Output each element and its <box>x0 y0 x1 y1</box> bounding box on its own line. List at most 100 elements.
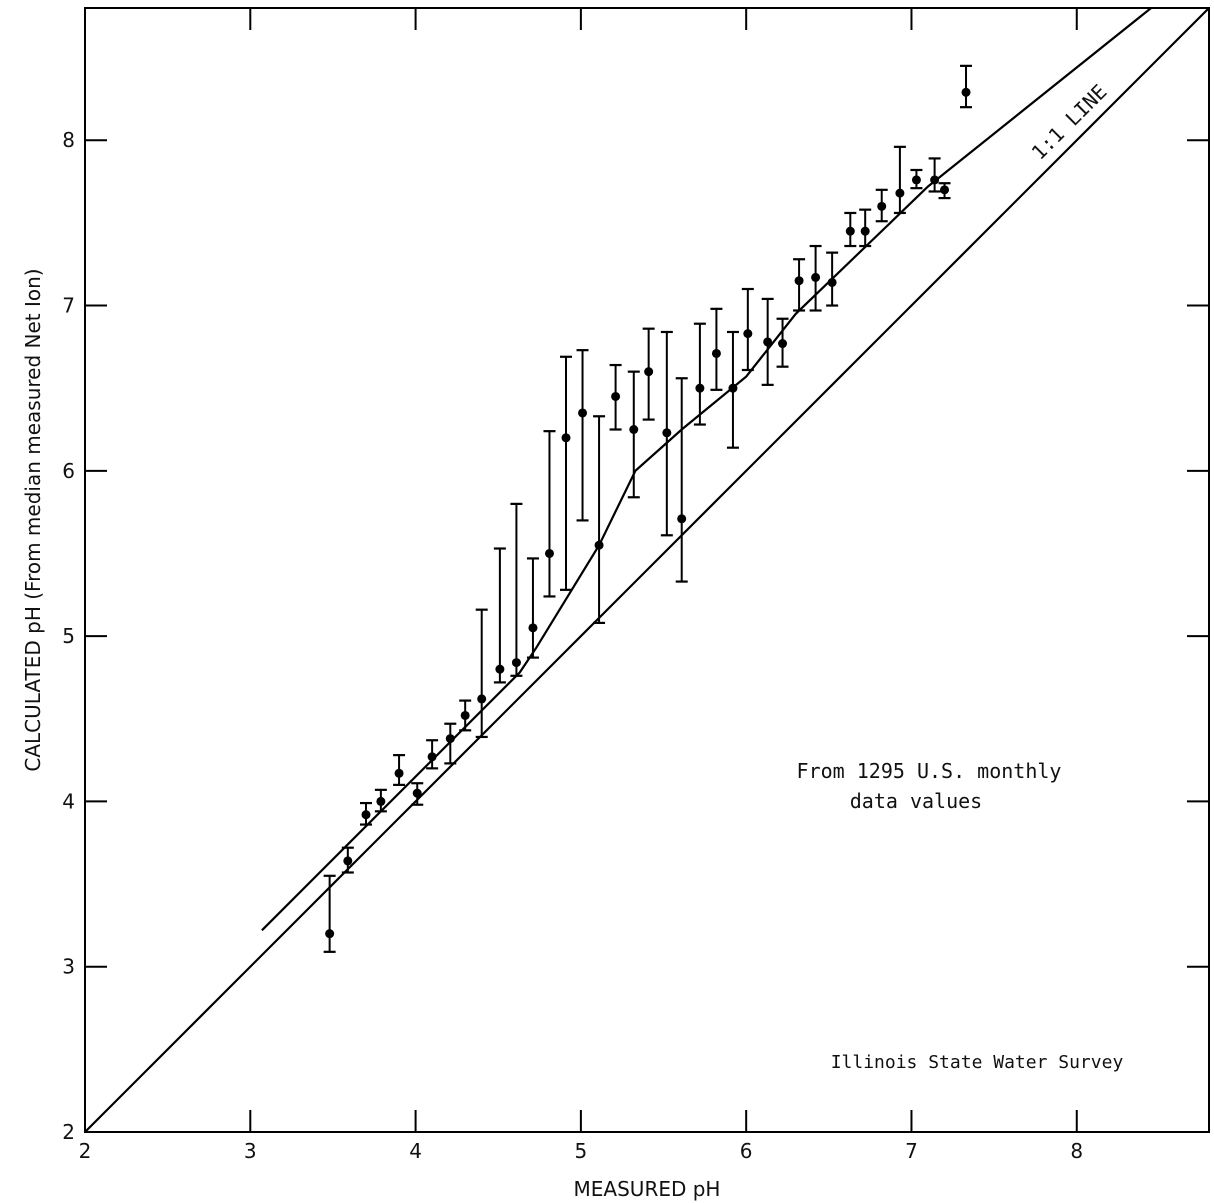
data-point-group <box>893 145 906 215</box>
data-point <box>677 514 687 524</box>
data-point-group <box>928 157 941 193</box>
x-tick-label: 4 <box>409 1139 422 1163</box>
data-point-group <box>444 722 457 765</box>
y-tick-label: 8 <box>62 128 75 152</box>
x-axis-label: MEASURED pH <box>574 1177 721 1201</box>
data-point-group <box>475 608 488 739</box>
data-point <box>394 768 404 778</box>
data-point <box>528 623 538 633</box>
data-point <box>376 796 386 806</box>
data-point <box>845 226 855 236</box>
data-point <box>578 408 588 418</box>
data-point-group <box>710 307 723 391</box>
one-to-one-line <box>84 7 1210 1133</box>
y-axis-ticks: 2 3 4 5 6 7 8 <box>62 128 1209 1144</box>
data-point <box>343 856 353 866</box>
data-point <box>728 383 738 393</box>
data-point-group <box>459 699 472 732</box>
data-point-group <box>938 182 951 200</box>
x-tick-label: 5 <box>575 1139 588 1163</box>
data-point <box>743 329 753 339</box>
data-point-group <box>560 355 573 591</box>
data-point <box>961 87 971 97</box>
data-point-group <box>875 188 888 223</box>
data-point-group <box>374 788 387 813</box>
data-point <box>325 929 335 939</box>
y-tick-label: 4 <box>62 789 75 813</box>
data-points <box>323 64 973 953</box>
data-point-group <box>543 430 556 598</box>
data-point <box>427 752 437 762</box>
data-point-group <box>826 251 839 307</box>
annotation-data-values: data values <box>850 789 982 813</box>
data-point <box>412 788 422 798</box>
data-point <box>877 201 887 211</box>
data-point-group <box>693 322 706 426</box>
x-tick-label: 7 <box>905 1139 918 1163</box>
y-tick-label: 3 <box>62 955 75 979</box>
y-tick-label: 2 <box>62 1120 75 1144</box>
data-point <box>763 337 773 347</box>
data-point <box>644 367 654 377</box>
data-point-group <box>726 330 739 449</box>
data-point-group <box>609 363 622 431</box>
data-point <box>711 348 721 358</box>
data-point <box>895 188 905 198</box>
data-point <box>561 433 571 443</box>
data-point <box>911 175 921 185</box>
data-point-group <box>426 739 439 770</box>
data-point <box>827 277 837 287</box>
fit-lines <box>84 7 1210 1133</box>
x-axis-ticks: 2 3 4 5 6 7 8 <box>79 8 1083 1163</box>
data-point-group <box>793 258 806 312</box>
data-point-group <box>910 168 923 190</box>
data-point-group <box>960 64 973 109</box>
fitted-curve <box>261 7 1152 932</box>
data-point-group <box>493 547 506 684</box>
y-tick-label: 6 <box>62 459 75 483</box>
source-credit: Illinois State Water Survey <box>831 1052 1124 1073</box>
data-point-group <box>576 349 589 522</box>
data-point-group <box>741 287 754 372</box>
data-point <box>445 734 455 744</box>
plot-frame <box>84 7 1210 1133</box>
data-point <box>361 810 371 820</box>
data-point-group <box>844 211 857 248</box>
x-tick-label: 6 <box>740 1139 753 1163</box>
data-point <box>695 383 705 393</box>
data-point <box>930 175 940 185</box>
data-point-group <box>593 415 606 624</box>
data-point-group <box>526 557 539 659</box>
data-point-group <box>761 297 774 386</box>
y-tick-label: 5 <box>62 624 75 648</box>
data-point <box>794 276 804 286</box>
data-point-group <box>776 317 789 368</box>
data-point <box>460 710 470 720</box>
data-point <box>611 391 621 401</box>
data-point-group <box>360 801 372 826</box>
data-point-group <box>675 377 688 583</box>
data-point <box>860 226 870 236</box>
data-point-group <box>660 330 673 537</box>
one-to-one-line-label: 1:1 LINE <box>1027 80 1112 165</box>
data-point <box>477 694 487 704</box>
data-point-group <box>627 370 640 499</box>
data-point-group <box>323 874 336 953</box>
data-point <box>940 185 950 195</box>
data-point-group <box>411 782 424 806</box>
data-point <box>544 548 554 558</box>
data-point-group <box>510 502 523 677</box>
data-point <box>495 664 505 674</box>
data-point <box>629 425 639 434</box>
data-point-group <box>859 208 872 248</box>
data-point-group <box>393 754 406 786</box>
x-tick-label: 8 <box>1070 1139 1083 1163</box>
data-point <box>594 540 604 550</box>
data-point-group <box>341 846 354 874</box>
x-tick-label: 3 <box>244 1139 257 1163</box>
data-point <box>662 428 672 438</box>
data-point-group <box>642 327 655 421</box>
annotation-data-count: From 1295 U.S. monthly <box>797 759 1062 783</box>
y-tick-label: 7 <box>62 294 75 318</box>
